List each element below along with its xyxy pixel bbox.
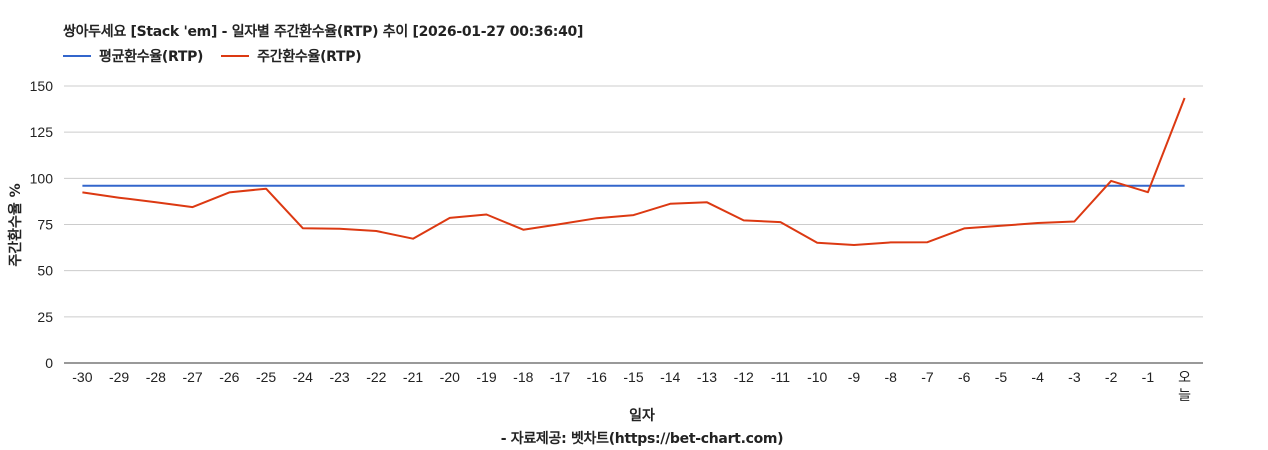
legend-item-weekly-rtp[interactable]: 주간환수율(RTP)	[221, 46, 362, 66]
legend-swatch-average	[63, 55, 91, 57]
x-tick-label: -6	[958, 369, 971, 385]
y-tick-label: 25	[37, 309, 53, 325]
x-tick-label: -18	[513, 369, 533, 385]
y-tick-label: 125	[30, 124, 54, 140]
legend-item-average-rtp[interactable]: 평균환수율(RTP)	[63, 46, 203, 66]
legend-label-weekly: 주간환수율(RTP)	[257, 49, 362, 65]
x-tick-label: 오	[1178, 370, 1191, 386]
x-tick-label: -19	[476, 369, 496, 385]
chart-title: 쌍아두세요 [Stack 'em] - 일자별 주간환수율(RTP) 추이 [2…	[63, 24, 584, 40]
x-tick-label: -13	[697, 369, 717, 385]
y-axis-title: 주간환수율 %	[8, 183, 24, 267]
x-axis-ticks: -30 -29 -28 -27 -26 -25 -24 -23 -22 -21 -20 -19 -18 -…	[72, 369, 1191, 404]
legend-label-average: 평균환수율(RTP)	[99, 49, 204, 65]
x-tick-label: -24	[293, 369, 313, 385]
legend-swatch-weekly	[221, 55, 250, 57]
x-tick-label: -7	[921, 369, 934, 385]
x-tick-label: -25	[256, 369, 276, 385]
x-tick-label: -21	[403, 369, 423, 385]
x-tick-label: -26	[219, 369, 239, 385]
data-source-credit: - 자료제공: 벳차트(https://bet-chart.com)	[500, 431, 784, 447]
x-tick-label: -8	[884, 369, 897, 385]
gridlines	[64, 85, 1203, 318]
x-tick-label: -5	[995, 369, 1008, 385]
y-tick-label: 0	[45, 355, 53, 371]
y-tick-label: 150	[30, 78, 54, 94]
x-tick-label: -12	[734, 369, 754, 385]
x-tick-label: -30	[72, 369, 92, 385]
x-tick-label: -27	[182, 369, 202, 385]
x-tick-label: 늘	[1178, 388, 1191, 404]
x-tick-label: -1	[1142, 369, 1155, 385]
x-axis-title: 일자	[629, 408, 655, 424]
x-tick-label: -2	[1105, 369, 1118, 385]
x-tick-label: -10	[807, 369, 827, 385]
x-tick-label: -23	[329, 369, 349, 385]
x-tick-label: -3	[1068, 369, 1081, 385]
x-tick-label: -20	[440, 369, 460, 385]
weekly-rtp-line[interactable]	[82, 97, 1186, 246]
x-tick-label: -4	[1031, 369, 1044, 385]
data-series	[82, 97, 1186, 246]
legend: 평균환수율(RTP) 주간환수율(RTP)	[63, 46, 379, 66]
x-tick-label: -22	[366, 369, 386, 385]
x-tick-label: -11	[771, 369, 790, 385]
y-tick-label: 75	[37, 217, 53, 233]
x-tick-label: -14	[660, 369, 680, 385]
x-tick-label: -28	[146, 369, 166, 385]
x-tick-label: -16	[587, 369, 607, 385]
y-axis-ticks: 0 25 50 75 100 125 150	[30, 78, 54, 371]
x-tick-label: -9	[848, 369, 861, 385]
y-tick-label: 100	[30, 170, 54, 186]
x-tick-label: -29	[109, 369, 129, 385]
x-tick-label: -17	[550, 369, 570, 385]
y-tick-label: 50	[37, 263, 53, 279]
x-tick-label: -15	[623, 369, 643, 385]
